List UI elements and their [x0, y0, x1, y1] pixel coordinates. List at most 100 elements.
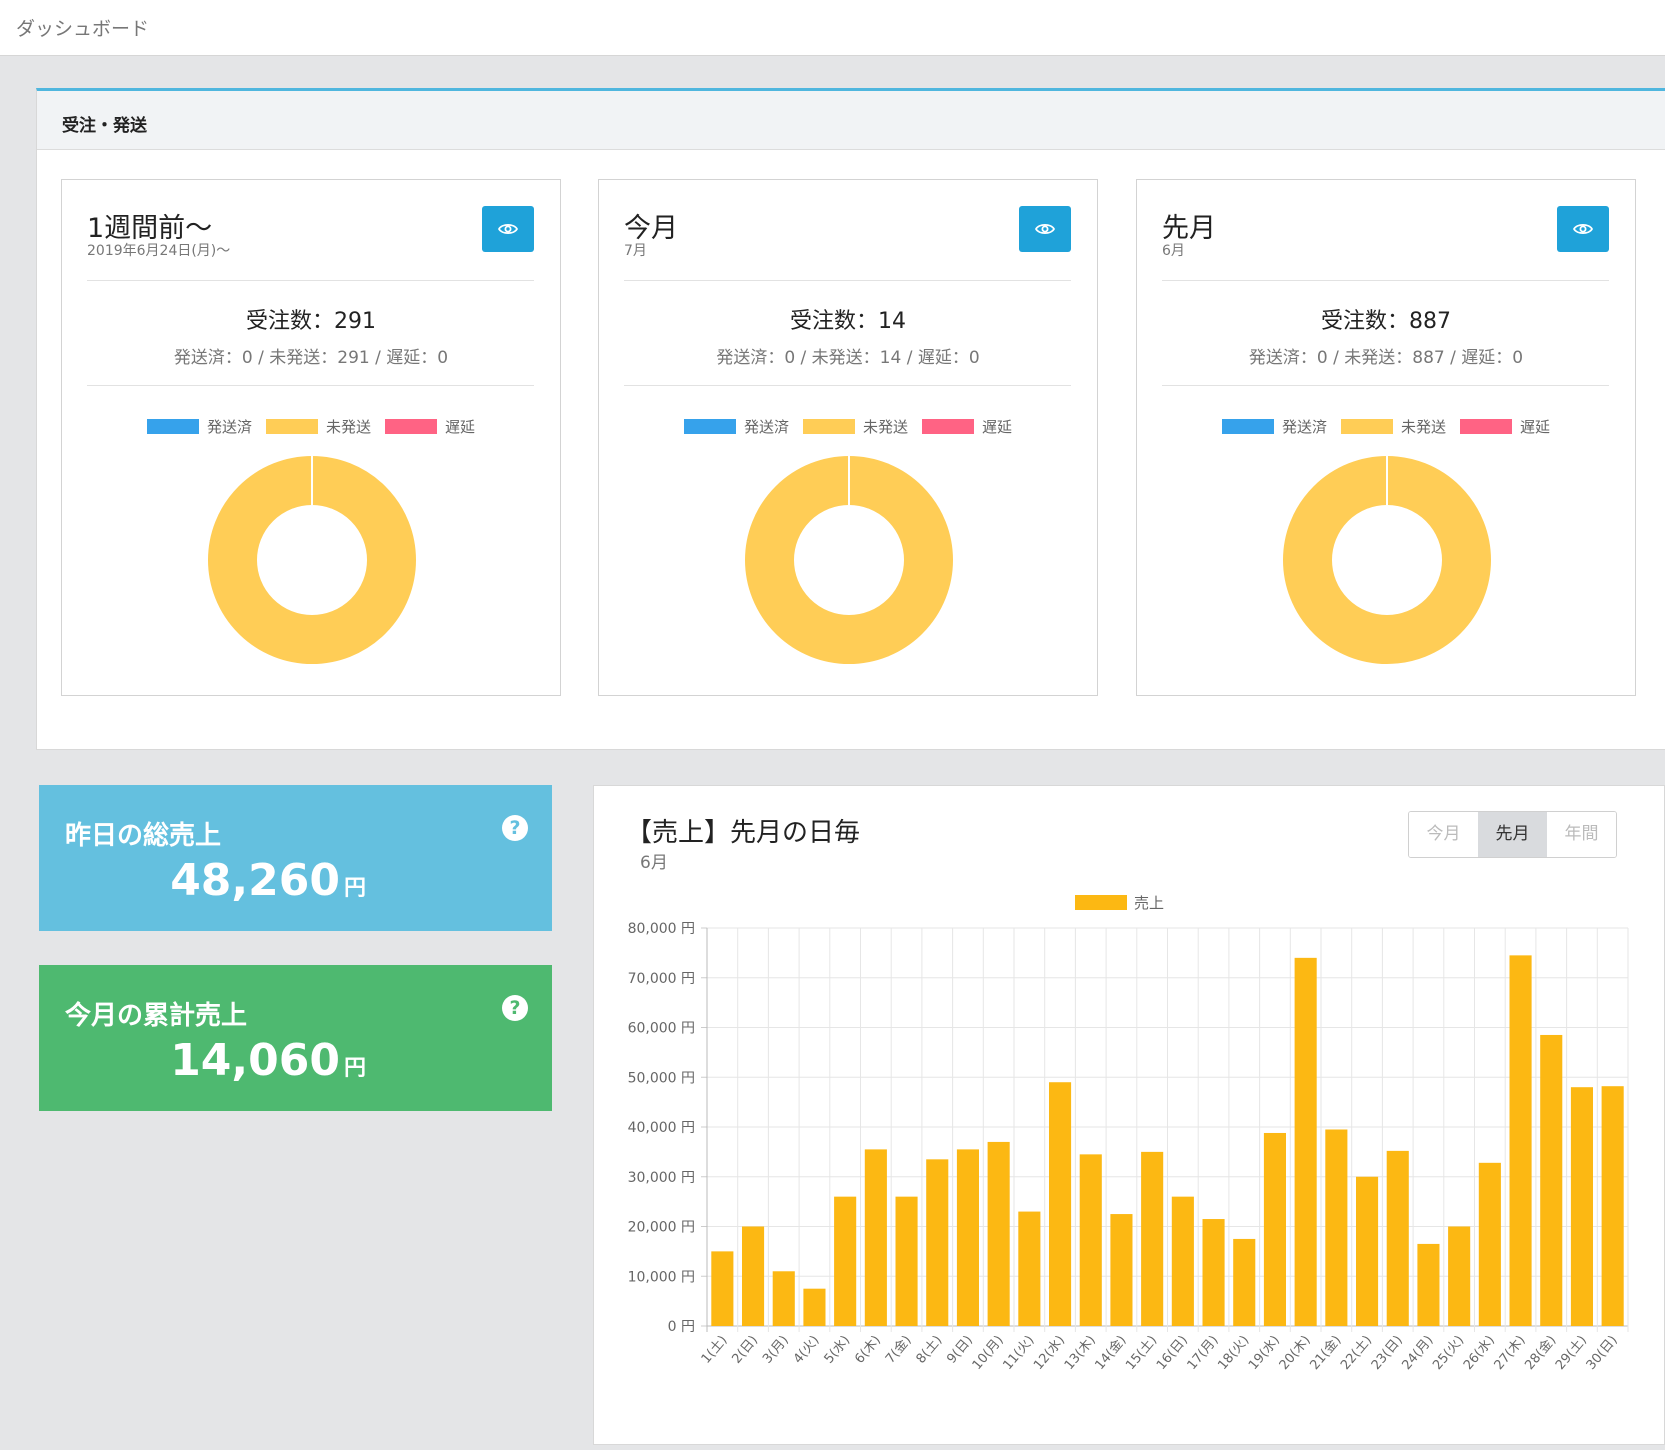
bar[interactable]	[1355, 1176, 1379, 1326]
bar[interactable]	[1048, 1082, 1072, 1326]
card-title: 今月	[624, 213, 678, 244]
legend-swatch	[1075, 895, 1127, 910]
bar[interactable]	[741, 1226, 765, 1327]
orders-shipping-panel: 受注・発送 1週間前～ 2019年6月24日(月)～ 受注数：291 発送済：0…	[36, 88, 1665, 750]
donut-legend: 発送済 未発送 遅延	[62, 416, 560, 437]
bar[interactable]	[1141, 1151, 1164, 1326]
stat-value: 48,260	[170, 855, 340, 906]
order-card-this-month: 今月 7月 受注数：14 発送済：0 / 未発送：14 / 遅延：0 発送済 未…	[598, 179, 1098, 696]
legend-item-delayed[interactable]: 遅延	[922, 416, 1012, 437]
period-button-yearly[interactable]: 年間	[1547, 812, 1616, 857]
top-bar: ダッシュボード	[0, 0, 1665, 56]
period-button-this-month[interactable]: 今月	[1409, 812, 1478, 857]
bar[interactable]	[1110, 1214, 1133, 1326]
x-tick-label: 3(月)	[760, 1333, 792, 1367]
bar[interactable]	[1171, 1196, 1194, 1326]
order-detail: 発送済：0 / 未発送：14 / 遅延：0	[716, 348, 980, 368]
legend-item-shipped[interactable]: 発送済	[1221, 416, 1327, 437]
bar[interactable]	[1448, 1226, 1471, 1327]
legend-item-unshipped[interactable]: 未発送	[265, 416, 371, 437]
bar[interactable]	[926, 1159, 949, 1326]
period-button-last-month[interactable]: 先月	[1478, 812, 1547, 857]
bar[interactable]	[1540, 1034, 1563, 1326]
order-donut-chart	[208, 456, 416, 664]
x-tick-label: 28(金)	[1522, 1332, 1560, 1373]
order-donut-chart	[745, 456, 953, 664]
card-title: 先月	[1162, 213, 1216, 244]
bar[interactable]	[1601, 1086, 1624, 1326]
legend-item-delayed[interactable]: 遅延	[1460, 416, 1550, 437]
help-icon[interactable]: ?	[502, 815, 528, 841]
bar[interactable]	[1018, 1211, 1041, 1326]
stat-unit: 円	[343, 876, 366, 901]
legend-label: 未発送	[862, 418, 908, 436]
daily-sales-panel: 【売上】先月の日毎 6月 今月 先月 年間 売上 0 円 10,000 円 20,00…	[593, 785, 1665, 1445]
x-tick-label: 1(土)	[699, 1333, 731, 1367]
card-subtitle: 7月	[624, 243, 647, 259]
legend-swatch	[146, 419, 199, 434]
bar[interactable]	[1386, 1150, 1409, 1326]
bar[interactable]	[1202, 1219, 1225, 1326]
bar[interactable]	[956, 1149, 980, 1326]
bar[interactable]	[711, 1251, 734, 1326]
x-tick-label: 17(月)	[1185, 1333, 1222, 1373]
x-tick-label: 19(水)	[1246, 1333, 1283, 1373]
x-tick-label: 16(日)	[1154, 1333, 1191, 1373]
bar[interactable]	[1294, 957, 1317, 1326]
y-tick-label: 40,000 円	[628, 1120, 695, 1136]
y-tick-label: 10,000 円	[628, 1269, 695, 1285]
bar[interactable]	[1233, 1238, 1256, 1326]
legend-item-shipped[interactable]: 発送済	[146, 416, 252, 437]
x-tick-label: 23(日)	[1369, 1333, 1406, 1373]
bar[interactable]	[1325, 1129, 1348, 1326]
bar[interactable]	[803, 1288, 826, 1326]
x-tick-label: 15(土)	[1123, 1333, 1160, 1373]
bar[interactable]	[895, 1196, 918, 1326]
bar[interactable]	[1417, 1243, 1440, 1326]
daily-sales-bar-chart: 売上 0 円 10,000 円 20,000 円 30,000 円 40,000 円 50,…	[628, 894, 1629, 1373]
divider	[1162, 280, 1609, 281]
bar[interactable]	[1570, 1087, 1594, 1326]
x-tick-label: 8(土)	[914, 1333, 946, 1367]
legend-item-delayed[interactable]: 遅延	[385, 416, 475, 437]
legend-item-shipped[interactable]: 発送済	[683, 416, 789, 437]
x-tick-label: 20(木)	[1277, 1333, 1314, 1373]
bar[interactable]	[987, 1141, 1010, 1326]
x-tick-label: 14(金)	[1092, 1332, 1130, 1373]
bar[interactable]	[864, 1149, 887, 1326]
bar[interactable]	[1509, 955, 1532, 1326]
help-icon[interactable]: ?	[502, 995, 528, 1021]
order-count: 受注数：887	[1321, 309, 1451, 334]
chart-legend: 売上	[1075, 894, 1164, 912]
page-title: ダッシュボード	[16, 18, 150, 40]
x-tick-label: 5(水)	[822, 1333, 854, 1367]
bar[interactable]	[834, 1196, 857, 1326]
card-subtitle: 2019年6月24日(月)～	[87, 243, 231, 259]
bar[interactable]	[1478, 1162, 1501, 1326]
x-tick-label: 13(木)	[1062, 1333, 1099, 1373]
view-button[interactable]	[1557, 206, 1609, 252]
stat-label: 昨日の総売上	[65, 821, 222, 851]
view-button[interactable]	[1019, 206, 1071, 252]
y-tick-label: 30,000 円	[628, 1170, 695, 1186]
legend-swatch	[1340, 419, 1393, 434]
legend-swatch	[802, 419, 855, 434]
legend-item-unshipped[interactable]: 未発送	[1340, 416, 1446, 437]
y-tick-label: 20,000 円	[628, 1220, 695, 1236]
x-tick-label: 24(月)	[1400, 1333, 1437, 1373]
order-card-last-month: 先月 6月 受注数：887 発送済：0 / 未発送：887 / 遅延：0 発送済…	[1136, 179, 1636, 696]
order-count: 受注数：14	[790, 309, 906, 334]
donut-legend: 発送済 未発送 遅延	[599, 416, 1097, 437]
x-tick-label: 2(日)	[729, 1333, 761, 1367]
x-tick-label: 12(水)	[1031, 1333, 1068, 1373]
order-detail: 発送済：0 / 未発送：887 / 遅延：0	[1248, 348, 1524, 368]
bar[interactable]	[1079, 1154, 1102, 1326]
y-tick-label: 0 円	[668, 1319, 695, 1335]
bar[interactable]	[772, 1271, 795, 1326]
view-button[interactable]	[482, 206, 534, 252]
legend-item-unshipped[interactable]: 未発送	[802, 416, 908, 437]
legend-swatch	[385, 419, 437, 434]
legend-label: 発送済	[1281, 418, 1327, 436]
legend-label: 遅延	[982, 418, 1013, 436]
bar[interactable]	[1263, 1132, 1287, 1326]
